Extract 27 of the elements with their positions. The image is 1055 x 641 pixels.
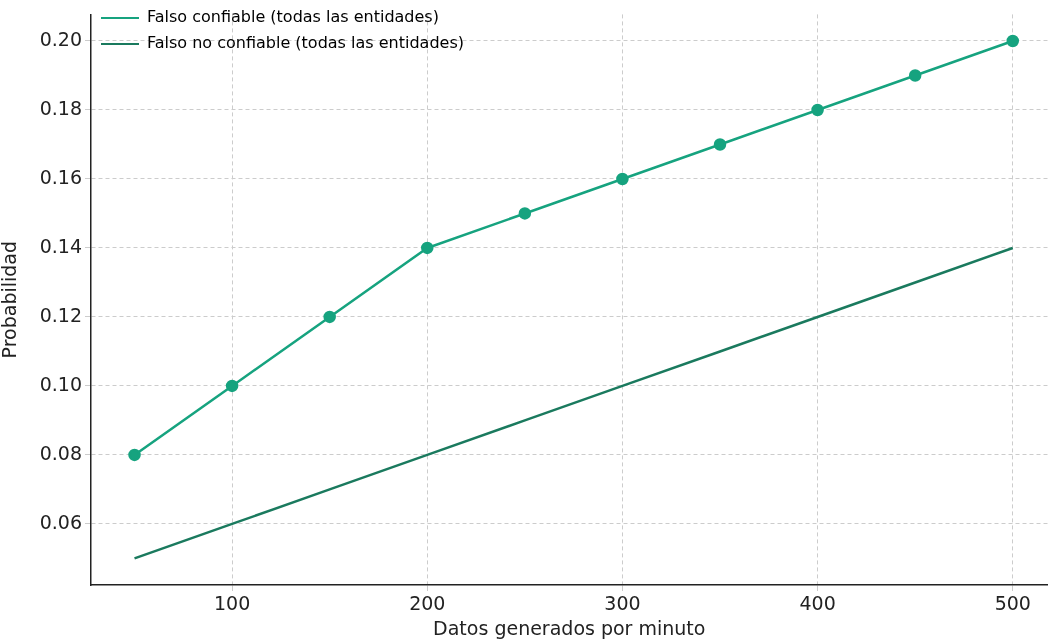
x-tick-label: 200 — [409, 592, 446, 615]
x-axis-title: Datos generados por minuto — [433, 616, 706, 639]
y-tick-label: 0.06 — [39, 510, 82, 533]
point — [225, 379, 239, 393]
point — [811, 103, 824, 117]
y-tick-label: 0.16 — [39, 165, 82, 188]
legend-label: Falso confiable (todas las entidades) — [147, 7, 439, 27]
y-tick-label: 0.18 — [39, 96, 82, 119]
y-axis-title: Probabilidad — [0, 240, 21, 359]
point — [616, 172, 629, 186]
y-tick-label: 0.14 — [39, 234, 82, 257]
y-tick-label: 0.12 — [39, 303, 82, 326]
y-tick-label: 0.10 — [39, 372, 82, 395]
point — [713, 138, 727, 151]
point — [1006, 34, 1020, 48]
legend-label: Falso no confiable (todas las entidades) — [147, 33, 464, 53]
x-tick-label: 100 — [213, 592, 251, 615]
point — [421, 241, 434, 255]
point — [518, 207, 532, 220]
y-tick-label: 0.20 — [39, 27, 82, 50]
point — [128, 448, 141, 462]
point — [323, 310, 336, 324]
y-tick-label: 0.08 — [39, 441, 82, 464]
x-tick-label: 400 — [799, 592, 836, 615]
x-tick-label: 300 — [604, 592, 641, 615]
point — [908, 69, 922, 82]
x-tick-label: 500 — [994, 592, 1031, 615]
